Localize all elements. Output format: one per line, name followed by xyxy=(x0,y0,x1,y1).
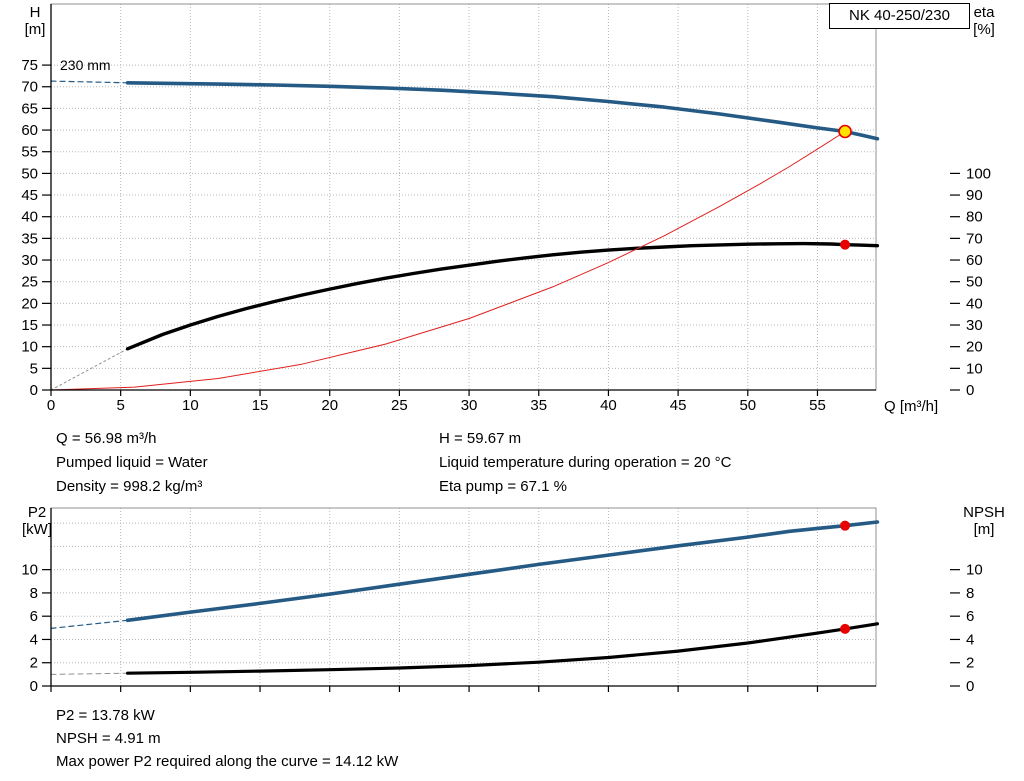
y-tick-label-left: 20 xyxy=(21,295,38,312)
npsh-curve-lead xyxy=(50,672,129,675)
y-tick-label-right: 80 xyxy=(966,209,983,226)
info-npsh: NPSH = 4.91 m xyxy=(56,730,161,747)
p2-curve-lead xyxy=(50,619,129,630)
axis-unit-m: [m] xyxy=(24,21,46,38)
y-tick-label-left: 60 xyxy=(21,122,38,139)
info-max-power: Max power P2 required along the curve = … xyxy=(56,753,399,770)
y-tick-label-left: 6 xyxy=(30,608,38,625)
axis-title-npsh: NPSH xyxy=(963,504,1005,521)
x-tick-label: 15 xyxy=(252,397,269,414)
info-eta-pump: Eta pump = 67.1 % xyxy=(439,478,567,495)
y-tick-label-right: 60 xyxy=(966,252,983,269)
top-right-axis-title: eta [%] xyxy=(963,4,1005,38)
info-p2: P2 = 13.78 kW xyxy=(56,707,155,724)
y-tick-label-left: 2 xyxy=(30,655,38,672)
pump-model-box: NK 40-250/230 xyxy=(829,3,970,29)
axis-title-p2: P2 xyxy=(27,504,47,521)
axis-unit-kw: [kW] xyxy=(22,521,52,538)
x-tick-label: 10 xyxy=(182,397,199,414)
y-tick-label-left: 8 xyxy=(30,585,38,602)
x-tick-label: 25 xyxy=(391,397,408,414)
x-tick-label: 40 xyxy=(600,397,617,414)
y-tick-label-right: 30 xyxy=(966,317,983,334)
system-curve xyxy=(50,131,846,391)
impeller-diameter-label: 230 mm xyxy=(60,57,111,73)
y-tick-label-right: 50 xyxy=(966,274,983,291)
info-density: Density = 998.2 kg/m³ xyxy=(56,478,203,495)
y-tick-label-left: 10 xyxy=(21,562,38,579)
y-tick-label-right: 8 xyxy=(966,585,974,602)
y-tick-label-left: 65 xyxy=(21,100,38,117)
y-tick-label-left: 70 xyxy=(21,79,38,96)
y-tick-label-left: 0 xyxy=(30,678,38,695)
x-axis-title: Q [m³/h] xyxy=(884,398,939,415)
y-tick-label-right: 10 xyxy=(966,562,983,579)
info-head: H = 59.67 m xyxy=(439,430,522,447)
axis-unit-m-npsh: [m] xyxy=(973,521,995,538)
y-tick-label-left: 75 xyxy=(21,57,38,74)
eta-curve-lead xyxy=(50,348,129,391)
y-tick-label-right: 90 xyxy=(966,187,983,204)
y-tick-label-left: 4 xyxy=(30,631,38,648)
y-tick-label-left: 15 xyxy=(21,317,38,334)
x-tick-label: 0 xyxy=(47,397,55,414)
eta-curve xyxy=(125,241,880,351)
duty-point xyxy=(838,124,852,139)
x-tick-label: 50 xyxy=(739,397,756,414)
y-tick-label-left: 40 xyxy=(21,209,38,226)
y-tick-label-left: 25 xyxy=(21,274,38,291)
x-tick-label: 20 xyxy=(321,397,338,414)
y-tick-label-left: 55 xyxy=(21,144,38,161)
bottom-info: P2 = 13.78 kW NPSH = 4.91 m Max power P2… xyxy=(56,704,398,773)
info-liquid-temperature: Liquid temperature during operation = 20… xyxy=(439,454,732,471)
x-tick-label: 45 xyxy=(670,397,687,414)
x-tick-label: 55 xyxy=(809,397,826,414)
y-tick-label-right: 4 xyxy=(966,631,974,648)
y-tick-label-right: 20 xyxy=(966,339,983,356)
y-tick-label-right: 6 xyxy=(966,608,974,625)
axis-title-eta: eta xyxy=(973,4,995,21)
p2-curve xyxy=(125,520,880,623)
axis-title-h: H xyxy=(29,4,41,21)
y-tick-label-left: 50 xyxy=(21,165,38,182)
axis-unit-percent: [%] xyxy=(973,21,995,38)
info-pumped-liquid: Pumped liquid = Water xyxy=(56,454,208,471)
bottom-right-axis-title: NPSH [m] xyxy=(961,504,1007,538)
top-info-left: Q = 56.98 m³/h Pumped liquid = Water Den… xyxy=(56,427,208,499)
y-tick-label-right: 10 xyxy=(966,360,983,377)
y-tick-label-right: 100 xyxy=(966,165,991,182)
y-tick-label-left: 35 xyxy=(21,230,38,247)
top-info-right: H = 59.67 m Liquid temperature during op… xyxy=(439,427,731,499)
eta-operating-point xyxy=(840,239,851,250)
x-tick-label: 30 xyxy=(461,397,478,414)
npsh-curve xyxy=(125,622,880,675)
y-tick-label-right: 0 xyxy=(966,382,974,399)
y-tick-label-right: 70 xyxy=(966,230,983,247)
p2-operating-point xyxy=(840,520,851,531)
npsh-operating-point xyxy=(840,623,851,634)
y-tick-label-left: 10 xyxy=(21,339,38,356)
x-tick-label: 5 xyxy=(117,397,125,414)
head-curve-lead xyxy=(50,80,129,84)
y-tick-label-left: 5 xyxy=(30,360,38,377)
top-left-axis-title: H [m] xyxy=(15,4,55,38)
head-curve xyxy=(125,81,880,141)
y-tick-label-left: 45 xyxy=(21,187,38,204)
y-tick-label-left: 0 xyxy=(30,382,38,399)
x-tick-label: 35 xyxy=(530,397,547,414)
info-flow: Q = 56.98 m³/h xyxy=(56,430,157,447)
bottom-left-axis-title: P2 [kW] xyxy=(16,504,58,538)
y-tick-label-right: 2 xyxy=(966,655,974,672)
y-tick-label-right: 40 xyxy=(966,295,983,312)
y-tick-label-right: 0 xyxy=(966,678,974,695)
y-tick-label-left: 30 xyxy=(21,252,38,269)
